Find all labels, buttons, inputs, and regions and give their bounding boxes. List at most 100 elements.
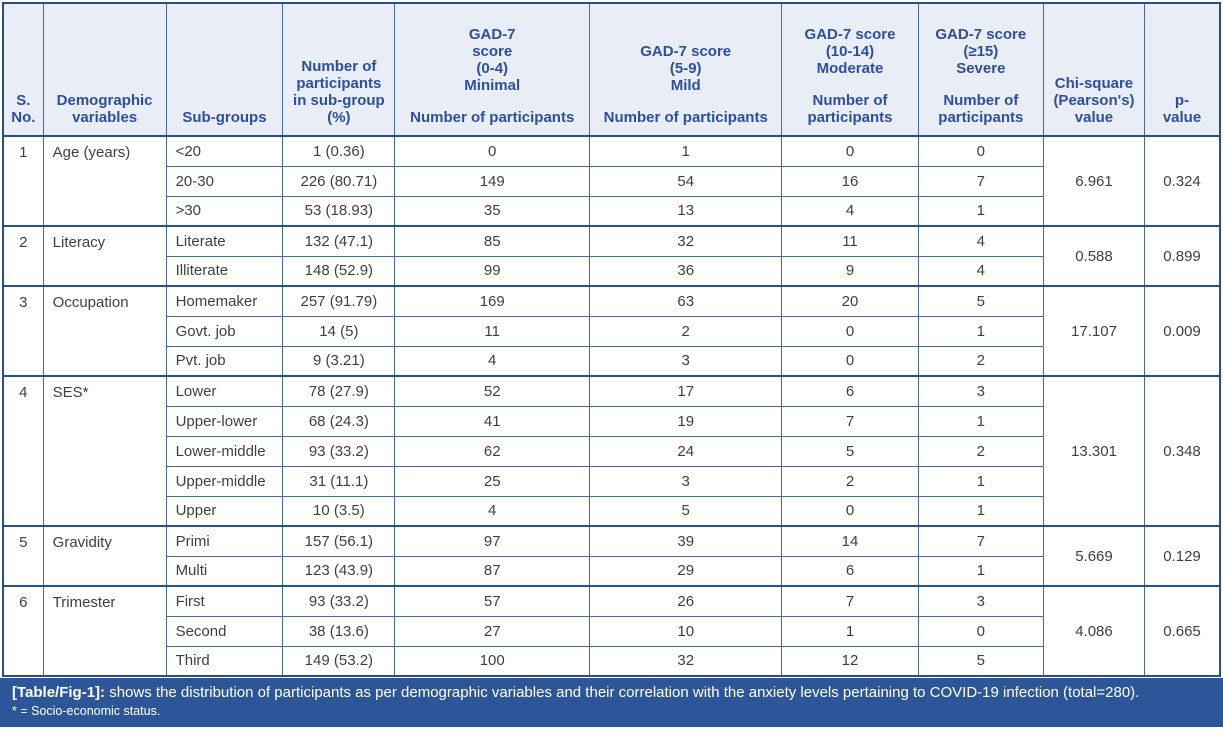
header-participants-count: Number of participants in sub-group (%) xyxy=(282,2,396,137)
cell-chi-square: 0.588 xyxy=(1042,225,1145,287)
cell-gad7-moderate: 0 xyxy=(781,495,919,527)
header-line: p- xyxy=(1174,91,1190,109)
cell-subgroup: <20 xyxy=(165,135,284,167)
header-gad7-minimal: GAD-7 score (0-4) Minimal Number of particip… xyxy=(394,2,591,137)
header-p-value: p-value xyxy=(1143,2,1221,137)
table-row: >30 53 (18.93) 35 13 4 1 xyxy=(3,195,1220,227)
header-sub-groups: Sub-groups xyxy=(165,2,284,137)
cell-gad7-severe: 7 xyxy=(917,525,1044,557)
header-chi-square: Chi-square (Pearson's) value xyxy=(1042,2,1145,137)
cell-gad7-minimal: 27 xyxy=(394,615,591,647)
demographics-gad7-table: S. No. Demographic variables Sub-groups Numbe… xyxy=(2,2,1221,677)
cell-gad7-moderate: 16 xyxy=(781,165,919,197)
cell-gad7-minimal: 169 xyxy=(394,285,591,317)
cell-gad7-minimal: 99 xyxy=(394,255,591,287)
header-line: (%) xyxy=(327,108,351,126)
cell-gad7-moderate: 7 xyxy=(781,585,919,617)
table-row: 5 Gravidity Primi 157 (56.1) 97 39 14 7 5.669 0.1… xyxy=(2,525,1221,587)
header-line: (0-4) xyxy=(476,59,509,77)
table-caption-text: shows the distribution of participants a… xyxy=(105,684,1140,701)
cell-participants-count: 68 (24.3) xyxy=(282,405,396,437)
header-line: S. xyxy=(16,91,31,109)
cell-gad7-minimal: 0 xyxy=(394,135,591,167)
header-gap xyxy=(921,77,1041,92)
cell-s-no: 5 xyxy=(2,525,44,587)
cell-gad7-minimal: 100 xyxy=(394,645,591,677)
header-subline: Number of xyxy=(943,91,1019,109)
cell-gad7-minimal: 85 xyxy=(394,225,591,257)
cell-gad7-severe: 1 xyxy=(917,315,1044,347)
cell-gad7-mild: 3 xyxy=(589,465,783,497)
cell-gad7-mild: 24 xyxy=(589,435,783,467)
cell-gad7-moderate: 12 xyxy=(781,645,919,677)
cell-chi-square: 5.669 xyxy=(1042,525,1145,587)
cell-gad7-severe: 5 xyxy=(917,645,1044,677)
cell-gad7-mild: 29 xyxy=(589,555,783,587)
cell-gad7-severe: 3 xyxy=(917,375,1044,407)
cell-participants-count: 31 (11.1) xyxy=(282,465,396,497)
header-subline: Number of participants xyxy=(603,108,768,126)
cell-gad7-severe: 4 xyxy=(917,255,1044,287)
cell-gad7-moderate: 0 xyxy=(781,345,919,377)
cell-gad7-moderate: 0 xyxy=(781,315,919,347)
cell-gad7-mild: 1 xyxy=(589,135,783,167)
cell-gad7-minimal: 35 xyxy=(394,195,591,227)
cell-p-value: 0.665 xyxy=(1143,585,1221,677)
cell-gad7-severe: 2 xyxy=(917,345,1044,377)
header-s-no: S. No. xyxy=(2,2,44,137)
header-gap xyxy=(592,94,779,109)
table-footnote: * = Socio-economic status. xyxy=(12,704,161,719)
header-line: Moderate xyxy=(816,59,884,77)
table-row: Second 38 (13.6) 27 10 1 0 xyxy=(3,615,1220,647)
cell-subgroup: Second xyxy=(165,615,284,647)
cell-gad7-severe: 5 xyxy=(917,285,1044,317)
cell-gad7-severe: 1 xyxy=(917,495,1044,527)
cell-participants-count: 53 (18.93) xyxy=(282,195,396,227)
cell-chi-square: 6.961 xyxy=(1042,135,1145,227)
cell-gad7-mild: 39 xyxy=(589,525,783,557)
cell-p-value: 0.324 xyxy=(1143,135,1221,227)
cell-gad7-severe: 0 xyxy=(917,615,1044,647)
header-line: in sub-group xyxy=(293,91,385,109)
cell-participants-count: 123 (43.9) xyxy=(282,555,396,587)
cell-demographic-variable: Occupation xyxy=(42,285,167,377)
cell-subgroup: Third xyxy=(165,645,284,677)
cell-participants-count: 1 (0.36) xyxy=(282,135,396,167)
cell-p-value: 0.129 xyxy=(1143,525,1221,587)
header-line: GAD-7 score xyxy=(935,25,1027,43)
cell-subgroup: Multi xyxy=(165,555,284,587)
cell-gad7-minimal: 41 xyxy=(394,405,591,437)
header-row: S. No. Demographic variables Sub-groups Numbe… xyxy=(2,2,1221,137)
cell-gad7-minimal: 52 xyxy=(394,375,591,407)
header-line: Demographic xyxy=(56,91,153,109)
cell-subgroup: Literate xyxy=(165,225,284,257)
cell-gad7-minimal: 97 xyxy=(394,525,591,557)
cell-chi-square: 17.107 xyxy=(1042,285,1145,377)
cell-s-no: 3 xyxy=(2,285,44,377)
cell-participants-count: 257 (91.79) xyxy=(282,285,396,317)
cell-gad7-severe: 4 xyxy=(917,225,1044,257)
header-line: Severe xyxy=(956,59,1006,77)
cell-gad7-minimal: 57 xyxy=(394,585,591,617)
cell-subgroup: Pvt. job xyxy=(165,345,284,377)
cell-subgroup: Govt. job xyxy=(165,315,284,347)
cell-subgroup: Lower xyxy=(165,375,284,407)
cell-gad7-minimal: 11 xyxy=(394,315,591,347)
cell-subgroup: >30 xyxy=(165,195,284,227)
cell-gad7-severe: 1 xyxy=(917,195,1044,227)
cell-gad7-severe: 1 xyxy=(917,465,1044,497)
header-demographic-variables: Demographic variables xyxy=(42,2,167,137)
cell-subgroup: First xyxy=(165,585,284,617)
header-subline: participants xyxy=(807,108,893,126)
header-gap xyxy=(397,94,587,109)
cell-s-no: 6 xyxy=(2,585,44,677)
header-line: (≥15) xyxy=(963,42,999,60)
cell-participants-count: 9 (3.21) xyxy=(282,345,396,377)
cell-gad7-mild: 36 xyxy=(589,255,783,287)
table-row: Govt. job 14 (5) 11 2 0 1 xyxy=(3,315,1220,347)
cell-participants-count: 149 (53.2) xyxy=(282,645,396,677)
cell-gad7-mild: 17 xyxy=(589,375,783,407)
cell-subgroup: Illiterate xyxy=(165,255,284,287)
cell-gad7-moderate: 5 xyxy=(781,435,919,467)
